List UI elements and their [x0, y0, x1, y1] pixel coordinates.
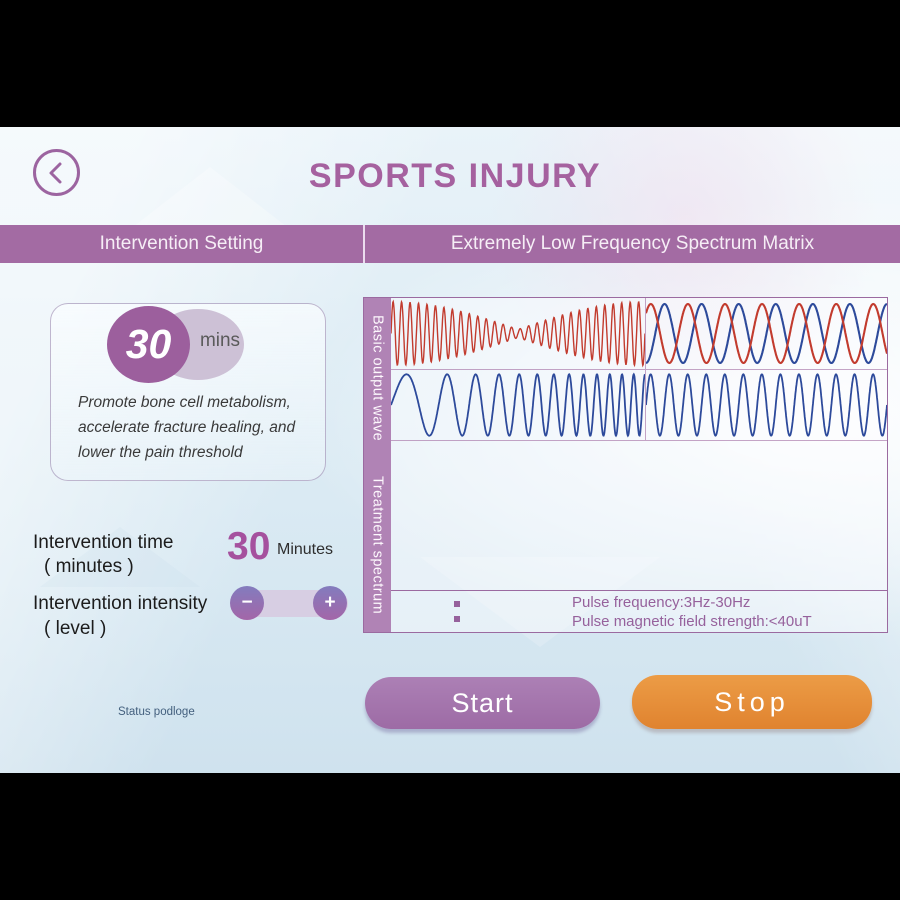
basic-output-wave-label: Basic output wave: [369, 314, 386, 442]
intervention-time-sublabel: ( minutes ): [44, 556, 134, 577]
tab-label: Extremely Low Frequency Spectrum Matrix: [450, 233, 815, 254]
waveform-cell-chirp: [391, 370, 647, 440]
start-button-label: Start: [451, 687, 514, 718]
intervention-intensity-sublabel: ( level ): [44, 618, 107, 639]
page-title: SPORTS INJURY: [308, 157, 602, 195]
duration-unit: mins: [199, 330, 241, 351]
intensity-decrease-button[interactable]: −: [230, 586, 264, 620]
stop-button[interactable]: Stop: [632, 675, 872, 729]
minus-icon: −: [241, 592, 253, 613]
duration-value: 30: [125, 321, 172, 367]
intervention-time-value: 30: [227, 525, 271, 568]
tab-bar: Intervention Setting Extremely Low Frequ…: [0, 225, 900, 263]
start-button[interactable]: Start: [365, 677, 600, 729]
preset-card: 30 mins Promote bone cell metabolism, ac…: [50, 303, 326, 481]
waveform-panel: Basic output wave Treatment spectrum Pul…: [363, 297, 888, 633]
stop-button-label: Stop: [714, 686, 790, 717]
waveform-cell-sine: [646, 370, 887, 440]
intensity-increase-button[interactable]: +: [313, 586, 347, 620]
waveform-row-1: [391, 298, 887, 370]
waveform-side-label-bar: Basic output wave Treatment spectrum: [364, 298, 391, 632]
back-button[interactable]: [33, 149, 80, 196]
main-screen: SPORTS INJURY Intervention Setting Extre…: [0, 127, 900, 773]
duration-value-bubble: 30: [107, 306, 190, 383]
status-text: Status podloge: [118, 706, 195, 718]
waveform-grid: Pulse frequency:3Hz-30Hz Pulse magnetic …: [391, 298, 887, 632]
program-description: Promote bone cell metabolism, accelerate…: [78, 394, 296, 461]
intervention-time-unit: Minutes: [277, 541, 334, 558]
tab-intervention-setting[interactable]: Intervention Setting: [0, 225, 365, 263]
treatment-spectrum-area: [391, 441, 887, 591]
colon-separator: [454, 601, 460, 622]
plus-icon: +: [324, 592, 336, 613]
pulse-frequency-line: Pulse frequency:3Hz-30Hz: [572, 593, 751, 611]
waveform-cell-am: [391, 298, 647, 369]
pulse-info-row: Pulse frequency:3Hz-30Hz Pulse magnetic …: [391, 591, 887, 632]
pulse-strength-line: Pulse magnetic field strength:<40uT: [572, 612, 812, 630]
chevron-left-icon: [49, 162, 61, 183]
waveform-cell-dual-sine: [646, 298, 887, 369]
tab-spectrum-matrix[interactable]: Extremely Low Frequency Spectrum Matrix: [365, 225, 900, 263]
tab-label: Intervention Setting: [99, 233, 264, 254]
intervention-intensity-label: Intervention intensity: [33, 593, 208, 614]
waveform-row-2: [391, 370, 887, 441]
pulse-info-text: Pulse frequency:3Hz-30Hz Pulse magnetic …: [572, 593, 812, 631]
treatment-spectrum-label: Treatment spectrum: [369, 475, 386, 615]
intervention-time-label: Intervention time: [33, 532, 174, 553]
